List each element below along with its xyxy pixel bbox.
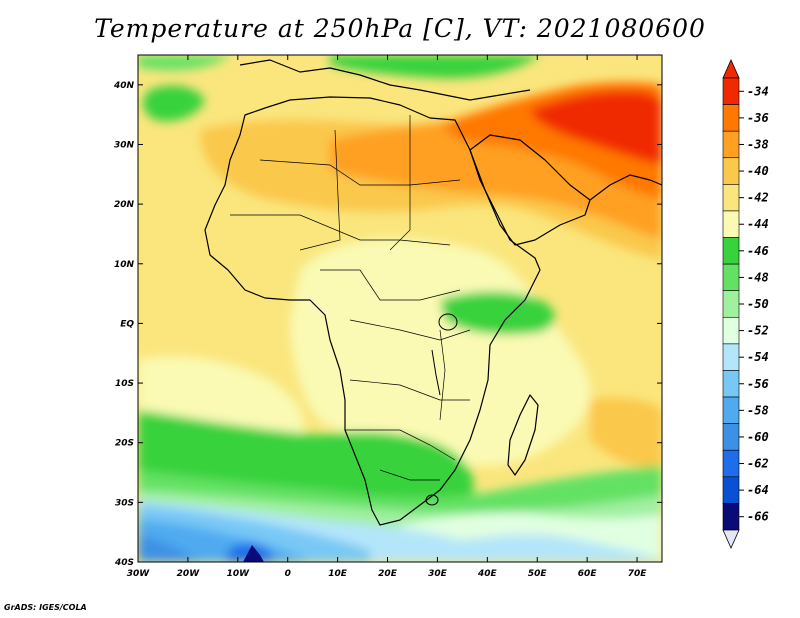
madagascar-coastline (507, 394, 539, 476)
asia-coastline (589, 174, 662, 201)
colorbar-swatch (722, 290, 740, 318)
europe-coastline (239, 59, 531, 101)
colorbar-label: -62 (747, 457, 769, 471)
colorbar-label: -48 (747, 270, 769, 284)
lat-tick-label: 10N (114, 260, 135, 270)
lat-tick-label: 40N (113, 81, 135, 91)
lon-tick-label: 20W (177, 569, 201, 579)
temperature-field (138, 55, 662, 562)
colorbar-swatch (722, 104, 740, 132)
colorbar-label: -52 (747, 324, 769, 338)
colorbar-swatch (722, 370, 740, 398)
lat-tick-label: EQ (120, 319, 134, 329)
colorbar-swatch (722, 396, 740, 424)
colorbar-swatch (722, 130, 740, 159)
lon-tick-label: 10E (328, 569, 348, 579)
colorbar-top-arrow (722, 59, 740, 79)
field-band-minus46-east-africa (440, 291, 555, 335)
field-band-minus64 (243, 545, 264, 562)
lat-tick-label: 40S (114, 558, 134, 568)
lon-tick-label: 70E (628, 569, 648, 579)
colorbar-swatch (722, 476, 740, 504)
lon-tick-label: 50E (528, 569, 548, 579)
longitude-axis: 30W 20W 10W 0 10E 20E 30E 40E 50E 60E 70E (127, 55, 647, 579)
colorbar-bottom-arrow (722, 529, 740, 549)
field-band-minus46-west-atlantic (143, 85, 205, 122)
colorbar-label: -64 (747, 483, 769, 497)
lat-tick-label: 30N (114, 140, 135, 150)
colorbar-label: -66 (747, 510, 769, 524)
lon-tick-label: 30W (127, 569, 151, 579)
lon-tick-label: 40E (477, 569, 498, 579)
colorbar-swatch (722, 503, 740, 531)
colorbar-label: -38 (747, 137, 769, 151)
colorbar-label: -44 (747, 217, 769, 231)
colorbar-label: -50 (747, 297, 769, 311)
field-band-minus46-atlantic (138, 55, 230, 71)
colorbar-label: -46 (747, 244, 769, 258)
colorbar-label: -36 (747, 111, 769, 125)
field-band-minus46-southern (138, 410, 474, 503)
lat-tick-label: 10S (115, 379, 134, 389)
lat-tick-label: 30S (115, 498, 134, 508)
colorbar-swatch (722, 237, 740, 265)
colorbar-label: -40 (747, 164, 769, 178)
colorbar-label: -56 (747, 377, 769, 391)
field-band-minus36 (530, 90, 662, 165)
colorbar-label: -34 (747, 84, 769, 98)
colorbar-label: -60 (747, 430, 769, 444)
map-frame (137, 54, 663, 563)
lon-tick-label: 20E (378, 569, 398, 579)
colorbar-swatch (722, 316, 740, 345)
colorbar-swatch (722, 423, 740, 451)
field-band-minus46-europe (330, 55, 540, 79)
field-band-minus42-south (590, 398, 662, 470)
lat-tick-label: 20N (114, 200, 135, 210)
lat-tick-label: 20S (115, 439, 134, 449)
lakes (425, 313, 458, 506)
colorbar-swatch (722, 449, 740, 478)
coastlines (204, 59, 662, 526)
map-title: Temperature at 250hPa [C], VT: 202108060… (94, 14, 706, 43)
colorbar: -34 -36 -38 -40 -42 -44 -46 -48 -50 -52 -54 -56 -58 -… (722, 59, 769, 549)
colorbar-swatch (722, 343, 740, 371)
credit-text: GrADS: IGES/COLA (4, 603, 87, 612)
arabia-coastline (469, 134, 591, 246)
africa-coastline (204, 96, 541, 526)
lon-tick-label: 10W (227, 569, 251, 579)
colorbar-swatch (722, 263, 740, 292)
colorbar-swatch (722, 210, 740, 238)
colorbar-swatch (722, 157, 740, 185)
lon-tick-label: 30E (428, 569, 448, 579)
colorbar-swatch (722, 184, 740, 212)
field-band-minus60 (138, 535, 200, 562)
colorbar-label: -54 (747, 350, 769, 364)
colorbar-label: -58 (747, 403, 769, 417)
lon-tick-label: 60E (578, 569, 598, 579)
latitude-axis: 40N 30N 20N 10N EQ 10S 20S 30S 40S (113, 81, 662, 568)
country-borders (230, 115, 471, 481)
colorbar-swatch (722, 77, 740, 105)
lon-tick-label: 0 (285, 569, 291, 579)
colorbar-label: -42 (747, 191, 769, 205)
